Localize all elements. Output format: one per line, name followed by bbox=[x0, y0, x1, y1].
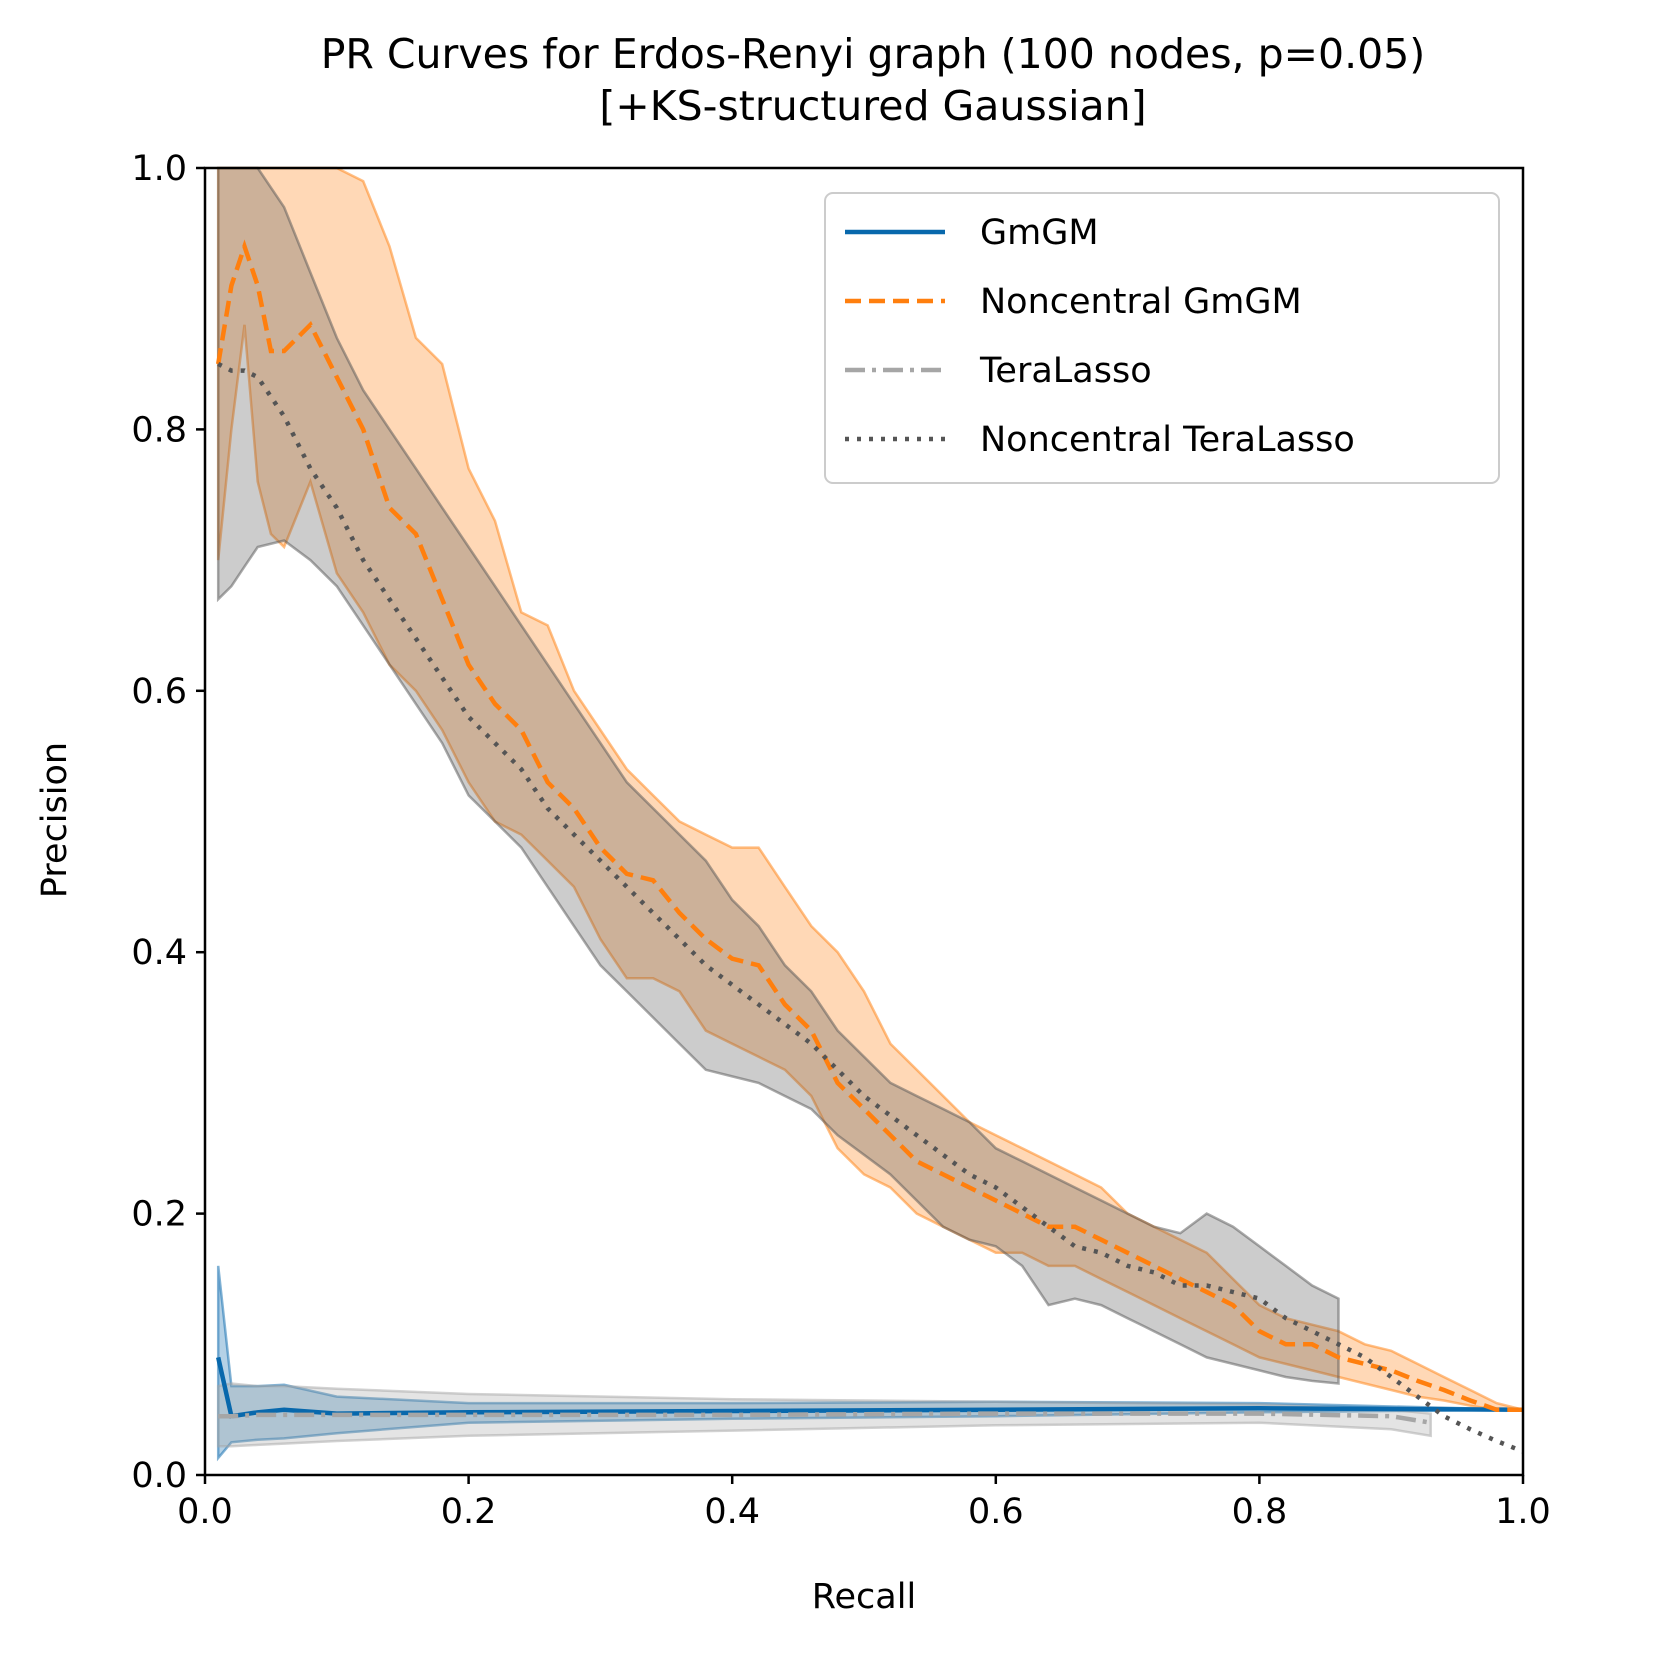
legend: GmGM Noncentral GmGM TeraLasso Noncentral T… bbox=[824, 192, 1500, 484]
x-tick-label: 0.4 bbox=[704, 1492, 760, 1532]
legend-box bbox=[824, 192, 1500, 484]
y-tick-label: 0.4 bbox=[131, 933, 187, 973]
noncentral-teralasso-line bbox=[217, 361, 1524, 1454]
x-tick-label: 1.0 bbox=[1495, 1492, 1551, 1532]
y-tick-label: 1.0 bbox=[131, 149, 187, 189]
teralasso-legend-label: TeraLasso bbox=[979, 351, 1152, 391]
x-axis-ticks: 0.0 0.2 0.4 0.6 0.8 1.0 bbox=[177, 1475, 1551, 1532]
chart-title-line1: PR Curves for Erdos-Renyi graph (100 nod… bbox=[321, 30, 1426, 78]
x-tick-label: 0.0 bbox=[177, 1492, 233, 1532]
noncentral-teralasso-legend-label: Noncentral TeraLasso bbox=[980, 420, 1355, 460]
y-tick-label: 0.2 bbox=[131, 1195, 187, 1235]
gmgm-line bbox=[216, 1356, 1524, 1419]
x-tick-label: 0.2 bbox=[441, 1492, 497, 1532]
x-tick-label: 0.6 bbox=[968, 1492, 1024, 1532]
noncentral-gmgm-line bbox=[215, 239, 1523, 1412]
series-lines bbox=[215, 239, 1524, 1454]
noncentral-gmgm-legend-label: Noncentral GmGM bbox=[980, 282, 1302, 322]
gmgm-legend-label: GmGM bbox=[980, 213, 1099, 253]
x-axis-label: Recall bbox=[812, 1577, 916, 1617]
x-tick-label: 0.8 bbox=[1232, 1492, 1288, 1532]
chart-title-line2: [+KS-structured Gaussian] bbox=[599, 82, 1146, 130]
noncentral-teralasso-band bbox=[216, 166, 1340, 1385]
y-tick-label: 0.8 bbox=[131, 410, 187, 450]
plot-frame bbox=[203, 166, 1525, 1477]
y-tick-label: 0.6 bbox=[131, 672, 187, 712]
teralasso-band bbox=[216, 1382, 1432, 1448]
y-tick-label: 0.0 bbox=[131, 1456, 187, 1496]
y-axis-label: Precision bbox=[35, 742, 75, 898]
teralasso-line bbox=[218, 1411, 1432, 1425]
y-axis-ticks: 0.0 0.2 0.4 0.6 0.8 1.0 bbox=[131, 149, 205, 1496]
